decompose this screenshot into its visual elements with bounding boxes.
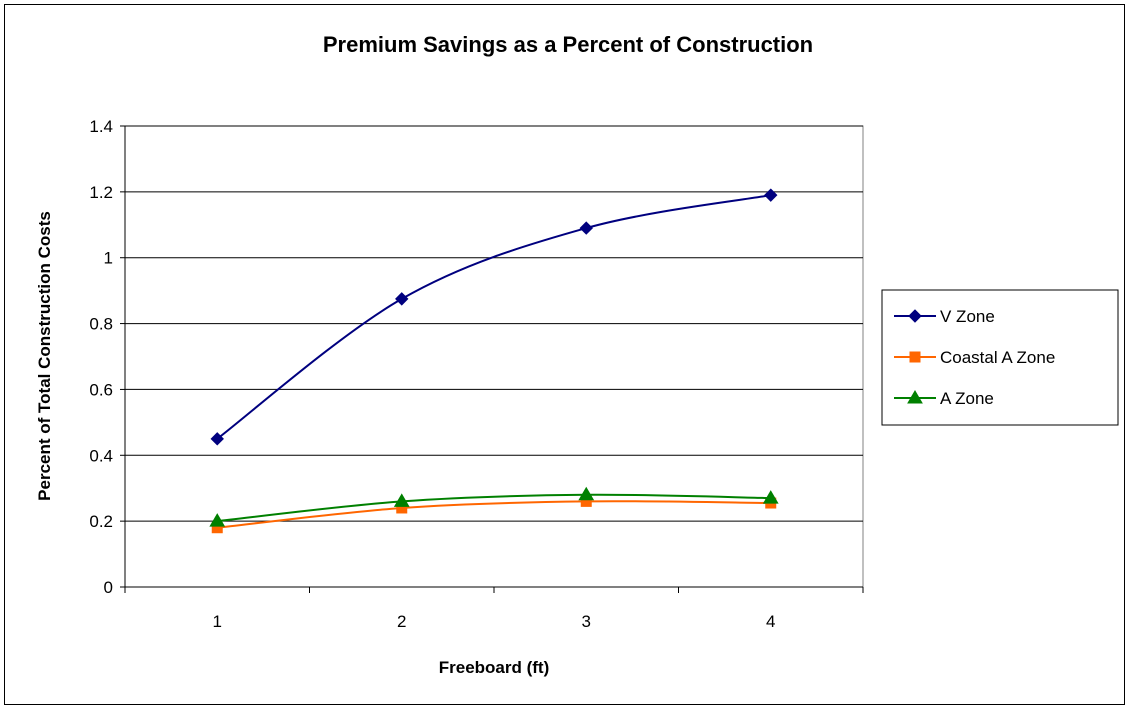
y-tick-label: 0.6 xyxy=(89,380,113,399)
legend-label: A Zone xyxy=(940,389,994,408)
y-tick-label: 1 xyxy=(104,249,113,268)
legend-marker xyxy=(908,309,922,323)
series-lines xyxy=(209,188,779,534)
y-tick-label: 0 xyxy=(104,578,113,597)
chart-title: Premium Savings as a Percent of Construc… xyxy=(323,32,813,57)
data-point-marker xyxy=(578,486,595,501)
data-point-marker xyxy=(764,188,778,202)
y-tick-label: 0.4 xyxy=(89,446,113,465)
data-point-marker xyxy=(393,493,410,507)
x-tick-label: 3 xyxy=(582,612,591,631)
y-tick-label: 1.2 xyxy=(89,183,113,202)
y-tick-label: 0.8 xyxy=(89,315,113,334)
legend-marker xyxy=(907,390,923,404)
data-point-marker xyxy=(209,513,226,527)
data-point-marker xyxy=(762,490,779,504)
data-point-marker xyxy=(210,432,224,446)
plot-area xyxy=(124,125,864,588)
x-tick-label: 4 xyxy=(766,612,775,631)
data-point-marker xyxy=(395,292,409,306)
legend-marker xyxy=(909,351,921,363)
x-axis-label: Freeboard (ft) xyxy=(439,658,550,677)
series-line xyxy=(216,194,771,440)
legend-label: V Zone xyxy=(940,307,995,326)
legend-label: Coastal A Zone xyxy=(940,348,1055,367)
data-point-marker xyxy=(579,221,593,235)
x-tick-label: 1 xyxy=(213,612,222,631)
series-line xyxy=(217,493,771,523)
y-axis-label: Percent of Total Construction Costs xyxy=(35,211,54,501)
x-tick-label: 2 xyxy=(397,612,406,631)
y-tick-label: 1.4 xyxy=(89,117,113,136)
y-tick-label: 0.2 xyxy=(89,512,113,531)
legend: V Zone Coastal A Zone A Zone xyxy=(881,289,1119,426)
series-line xyxy=(217,500,771,529)
axes: 0 0.2 0.4 0.6 0.8 1 1.2 1.4 1 2 3 4 xyxy=(89,117,864,631)
